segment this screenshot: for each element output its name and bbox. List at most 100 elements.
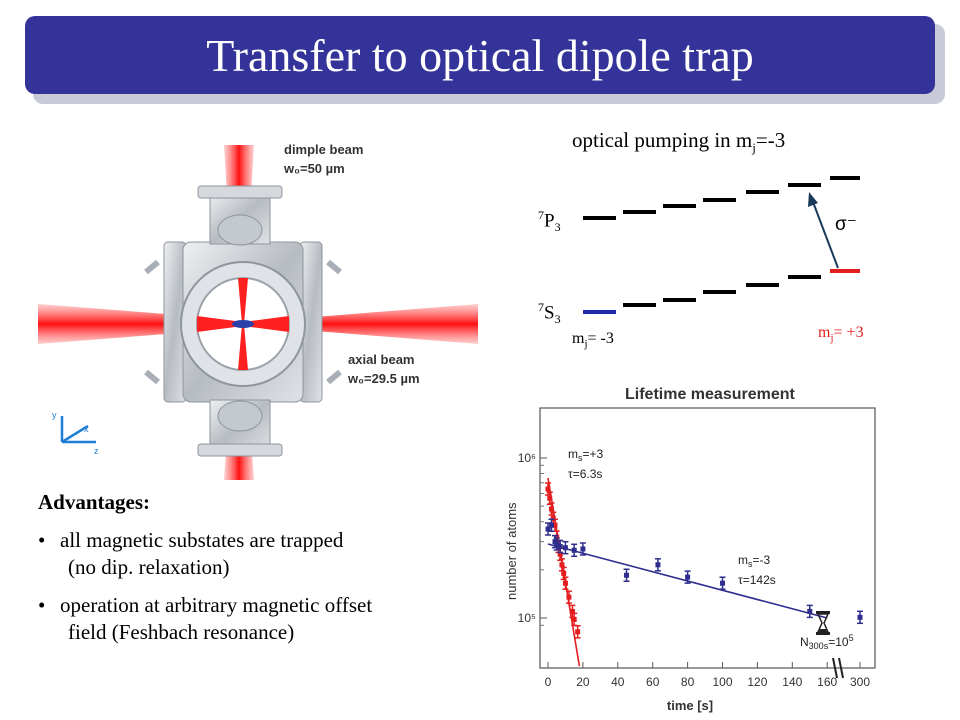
bottom-flange	[197, 443, 283, 457]
legend-plus-tau: τ=6.3s	[568, 467, 602, 481]
advantage-line2: field (Feshbach resonance)	[68, 619, 295, 644]
top-port-ring	[217, 214, 263, 246]
axis-break-mark	[838, 657, 844, 679]
upper-level-sup: 7	[538, 208, 544, 222]
advantages-heading: Advantages:	[38, 490, 151, 514]
data-point	[548, 518, 555, 532]
atom-cloud	[232, 320, 254, 328]
strut	[326, 259, 342, 275]
advantages-block: Advantages: • all magnetic substates are…	[38, 490, 478, 656]
dimple-waist: w₀=50 µm	[283, 161, 345, 176]
mj-left-suffix: = -3	[587, 330, 614, 347]
advantage-text: all magnetic substates are trapped (no d…	[60, 527, 343, 582]
hourglass-icon	[816, 611, 830, 635]
data-point	[654, 558, 661, 572]
level-diagram: σ⁻	[583, 176, 860, 314]
legend-minus-tau: τ=142s	[738, 573, 776, 587]
lower-level-sub: 3	[554, 312, 561, 327]
advantage-text: operation at arbitrary magnetic offset f…	[60, 592, 372, 647]
data-point	[857, 610, 863, 625]
advantage-line1: all magnetic substates are trapped	[60, 528, 344, 552]
axis-z-label: z	[94, 446, 99, 456]
lower-level-label: 7S3	[538, 300, 561, 327]
setup-illustration: dimple beam w₀=50 µm axial beam w₀=29.5 …	[38, 142, 478, 480]
axis-y-label: y	[52, 410, 57, 420]
x-tick-label: 300	[850, 675, 870, 689]
y-tick-label: 10⁵	[518, 611, 536, 625]
upper-level-main: P	[544, 210, 555, 232]
dimple-label: dimple beam	[284, 142, 363, 157]
axis-x-label: x	[84, 424, 89, 434]
slide-title: Transfer to optical dipole trap	[206, 29, 754, 81]
mj-left-sub: j	[584, 338, 588, 351]
data-point	[562, 540, 569, 555]
bullet-dot: •	[38, 592, 46, 617]
x-tick-label: 160	[817, 675, 837, 689]
data-point	[579, 542, 586, 556]
coordinate-axes	[60, 416, 96, 444]
chart-title: Lifetime measurement	[625, 386, 795, 403]
bullet-dot: •	[38, 528, 46, 552]
axial-beam-center	[243, 316, 289, 332]
advantage-line2: (no dip. relaxation)	[68, 555, 230, 580]
mj-right-sub: j	[830, 332, 834, 345]
y-axis-label: number of atoms	[504, 502, 519, 600]
pumping-title: optical pumping in mj=-3	[572, 128, 785, 156]
mj-right-suffix: = +3	[833, 324, 864, 341]
x-tick-label: 0	[545, 675, 552, 689]
axial-beam	[38, 304, 243, 344]
axial-beam-center	[197, 316, 243, 332]
sigma-label: σ⁻	[835, 214, 857, 235]
strut	[144, 369, 160, 385]
legend-minus: ms=-3	[738, 553, 771, 569]
pumping-title-suffix: =-3	[755, 128, 786, 152]
x-tick-label: 80	[681, 675, 695, 689]
lifetime-chart: 0 20 40 60 80 100 120 140 160 300 10⁶ 10⁵ number o…	[504, 407, 876, 713]
axial-waist: w₀=29.5 µm	[347, 371, 420, 386]
mj-left-label: mj= -3	[572, 330, 614, 350]
axis-break-mark	[832, 657, 838, 679]
mj-right-prefix: m	[818, 324, 831, 341]
title-bar: Transfer to optical dipole trap	[25, 16, 935, 94]
data-point	[565, 590, 572, 604]
mj-right-label: mj= +3	[818, 324, 864, 344]
x-tick-label: 40	[611, 675, 625, 689]
advantage-item: • all magnetic substates are trapped (no…	[38, 527, 478, 582]
lower-level-main: S	[544, 302, 555, 324]
x-tick-label: 140	[782, 675, 802, 689]
data-point	[562, 576, 569, 590]
advantage-item: • operation at arbitrary magnetic offset…	[38, 592, 478, 647]
plot-frame	[539, 407, 876, 669]
strut	[144, 259, 160, 275]
data-point	[719, 576, 726, 590]
x-tick-label: 20	[576, 675, 590, 689]
dimple-beam-center	[238, 278, 248, 324]
data-point	[553, 537, 560, 551]
x-tick-label: 60	[646, 675, 660, 689]
data-point	[623, 568, 630, 583]
pump-arrow	[808, 192, 839, 269]
data-point	[806, 604, 813, 619]
lower-levels	[583, 269, 860, 314]
lower-level-sup: 7	[538, 300, 544, 314]
upper-level-label: 7P3	[538, 208, 561, 235]
bottom-port-ring	[217, 400, 263, 432]
data-point	[557, 539, 564, 554]
x-tick-group: 0 20 40 60 80 100 120 140 160 300	[545, 662, 870, 689]
n300-annotation: N300s=105	[800, 633, 854, 651]
strut	[326, 369, 342, 385]
axial-beam-right	[278, 304, 478, 344]
data-points	[545, 482, 863, 639]
y-tick-group: 10⁶ 10⁵	[518, 451, 547, 626]
axial-label: axial beam	[348, 352, 415, 367]
x-tick-label: 120	[747, 675, 767, 689]
y-tick-label: 10⁶	[518, 451, 536, 465]
legend-plus: ms=+3	[568, 447, 604, 463]
upper-level-sub: 3	[554, 220, 561, 235]
x-axis-label: time [s]	[667, 698, 713, 713]
pumping-title-sub: j	[752, 140, 756, 156]
advantage-line1: operation at arbitrary magnetic offset	[60, 592, 373, 617]
x-tick-label: 100	[712, 675, 732, 689]
data-point	[684, 570, 691, 584]
dimple-beam-center	[238, 324, 248, 370]
